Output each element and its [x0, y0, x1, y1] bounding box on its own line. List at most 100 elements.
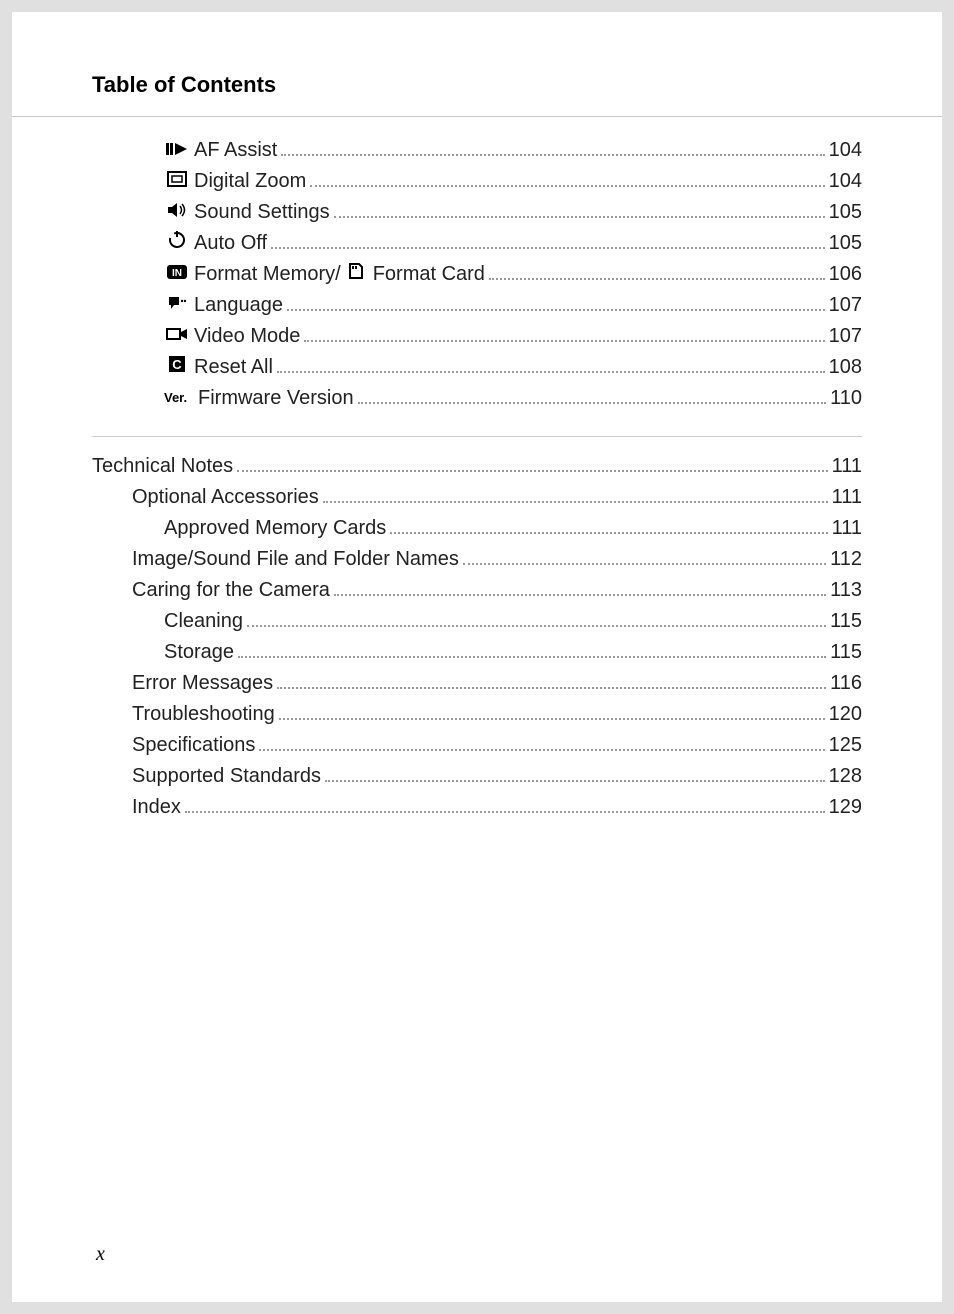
leader-dots [304, 340, 824, 342]
toc-label: Firmware Version [198, 383, 354, 414]
toc-entry: Auto Off 105 [92, 228, 862, 259]
leader-dots [334, 594, 826, 596]
leader-dots [238, 656, 826, 658]
toc-page-number: 104 [829, 135, 862, 166]
toc-entry: Digital Zoom 104 [92, 166, 862, 197]
svg-text:IN: IN [172, 268, 182, 279]
video-mode-icon [164, 325, 190, 343]
leader-dots [390, 532, 827, 534]
toc-page-number: 110 [830, 383, 862, 414]
toc-page-number: 120 [829, 699, 862, 730]
leader-dots [358, 402, 827, 404]
toc-page-number: 112 [830, 544, 862, 575]
toc-entry: C Reset All 108 [92, 352, 862, 383]
toc-page-number: 129 [829, 792, 862, 823]
toc-label: Approved Memory Cards [164, 513, 386, 544]
toc-page-number: 107 [829, 290, 862, 321]
toc-label: Supported Standards [132, 761, 321, 792]
page: Table of Contents AF Assist 104 Digital … [12, 12, 942, 1302]
svg-text:Ver.: Ver. [164, 390, 187, 404]
toc-label: Video Mode [194, 321, 300, 352]
format-memory-icon: IN [164, 263, 190, 281]
toc-label: Error Messages [132, 668, 273, 699]
toc-entry: Index 129 [92, 792, 862, 823]
toc-page-number: 105 [829, 228, 862, 259]
language-icon [164, 294, 190, 312]
toc-label: Reset All [194, 352, 273, 383]
leader-dots [334, 216, 825, 218]
toc-entry: Specifications 125 [92, 730, 862, 761]
toc-label: Storage [164, 637, 234, 668]
toc-entry: Approved Memory Cards 111 [92, 513, 862, 544]
leader-dots [489, 278, 825, 280]
toc-entry: Video Mode 107 [92, 321, 862, 352]
leader-dots [259, 749, 824, 751]
toc-entry: Supported Standards 128 [92, 761, 862, 792]
toc-page-number: 115 [830, 637, 862, 668]
toc-entry: Caring for the Camera 113 [92, 575, 862, 606]
toc-label: Cleaning [164, 606, 243, 637]
toc-label: Language [194, 290, 283, 321]
version-icon: Ver. [164, 388, 194, 406]
toc-entry: Storage 115 [92, 637, 862, 668]
toc-page-number: 111 [832, 451, 862, 482]
toc-entry: Error Messages 116 [92, 668, 862, 699]
toc-page-number: 108 [829, 352, 862, 383]
toc-page-number: 111 [832, 513, 862, 544]
sound-icon [164, 201, 190, 219]
toc-page-number: 106 [829, 259, 862, 290]
leader-dots [237, 470, 827, 472]
leader-dots [463, 563, 826, 565]
toc-page-number: 107 [829, 321, 862, 352]
af-assist-icon [164, 140, 190, 158]
toc-page-number: 111 [832, 482, 862, 513]
toc-entry: IN Format Memory/ Format Card 106 [92, 259, 862, 290]
toc-label: Image/Sound File and Folder Names [132, 544, 459, 575]
toc-page-number: 113 [830, 575, 862, 606]
toc-entry: Sound Settings 105 [92, 197, 862, 228]
toc-entry: AF Assist 104 [92, 135, 862, 166]
leader-dots [271, 247, 825, 249]
leader-dots [323, 501, 828, 503]
auto-off-icon [164, 231, 190, 249]
toc-label: Digital Zoom [194, 166, 306, 197]
toc-label: Caring for the Camera [132, 575, 330, 606]
svg-text:C: C [172, 357, 182, 372]
toc-page-number: 128 [829, 761, 862, 792]
toc-page-number: 105 [829, 197, 862, 228]
toc-entry: Troubleshooting 120 [92, 699, 862, 730]
toc-label: Optional Accessories [132, 482, 319, 513]
toc-label: Sound Settings [194, 197, 330, 228]
toc-entry: Image/Sound File and Folder Names 112 [92, 544, 862, 575]
digital-zoom-icon [164, 170, 190, 188]
reset-icon: C [164, 355, 190, 373]
toc-label: Troubleshooting [132, 699, 275, 730]
leader-dots [277, 687, 826, 689]
leader-dots [310, 185, 824, 187]
toc-entry: Language 107 [92, 290, 862, 321]
leader-dots [279, 718, 825, 720]
toc-label: Index [132, 792, 181, 823]
toc-entry: Ver. Firmware Version 110 [92, 383, 862, 414]
leader-dots [287, 309, 825, 311]
toc-entry: Cleaning 115 [92, 606, 862, 637]
page-header: Table of Contents [12, 60, 942, 117]
leader-dots [281, 154, 824, 156]
leader-dots [247, 625, 826, 627]
toc-page-number: 115 [830, 606, 862, 637]
toc-page-number: 125 [829, 730, 862, 761]
toc-section-entry: Technical Notes 111 [92, 451, 862, 482]
page-footer-number: x [96, 1243, 105, 1266]
toc-label: Specifications [132, 730, 255, 761]
toc-content: AF Assist 104 Digital Zoom 104 Sound Set… [12, 117, 942, 823]
toc-page-number: 116 [830, 668, 862, 699]
toc-section-label: Technical Notes [92, 451, 233, 482]
leader-dots [185, 811, 825, 813]
format-card-icon [343, 262, 369, 280]
toc-label: Format Memory/ [194, 259, 341, 290]
leader-dots [325, 780, 825, 782]
toc-label: Auto Off [194, 228, 267, 259]
toc-page-number: 104 [829, 166, 862, 197]
leader-dots [277, 371, 825, 373]
page-title: Table of Contents [92, 72, 942, 98]
